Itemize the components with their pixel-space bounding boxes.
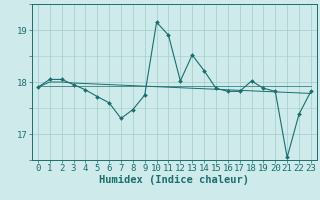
X-axis label: Humidex (Indice chaleur): Humidex (Indice chaleur)	[100, 175, 249, 185]
